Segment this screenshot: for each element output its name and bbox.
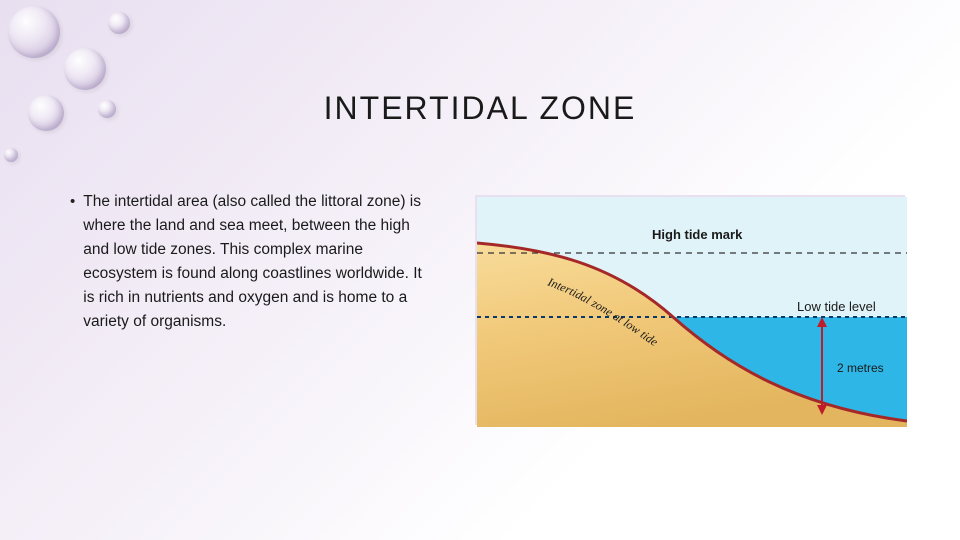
bullet-item: • The intertidal area (also called the l… xyxy=(70,190,430,334)
water-drop xyxy=(64,48,106,90)
body-text: The intertidal area (also called the lit… xyxy=(83,190,430,334)
diagram-svg: High tide markLow tide level2 metresInte… xyxy=(477,197,907,427)
bullet-marker: • xyxy=(70,190,75,334)
body-content: • The intertidal area (also called the l… xyxy=(70,190,430,334)
water-drop xyxy=(108,12,130,34)
svg-text:Low tide level: Low tide level xyxy=(797,299,876,314)
svg-text:High tide mark: High tide mark xyxy=(652,227,743,242)
intertidal-diagram: High tide markLow tide level2 metresInte… xyxy=(475,195,905,425)
water-drop xyxy=(8,6,60,58)
svg-text:2 metres: 2 metres xyxy=(837,361,884,375)
water-drop xyxy=(4,148,18,162)
page-title: INTERTIDAL ZONE xyxy=(0,90,960,127)
